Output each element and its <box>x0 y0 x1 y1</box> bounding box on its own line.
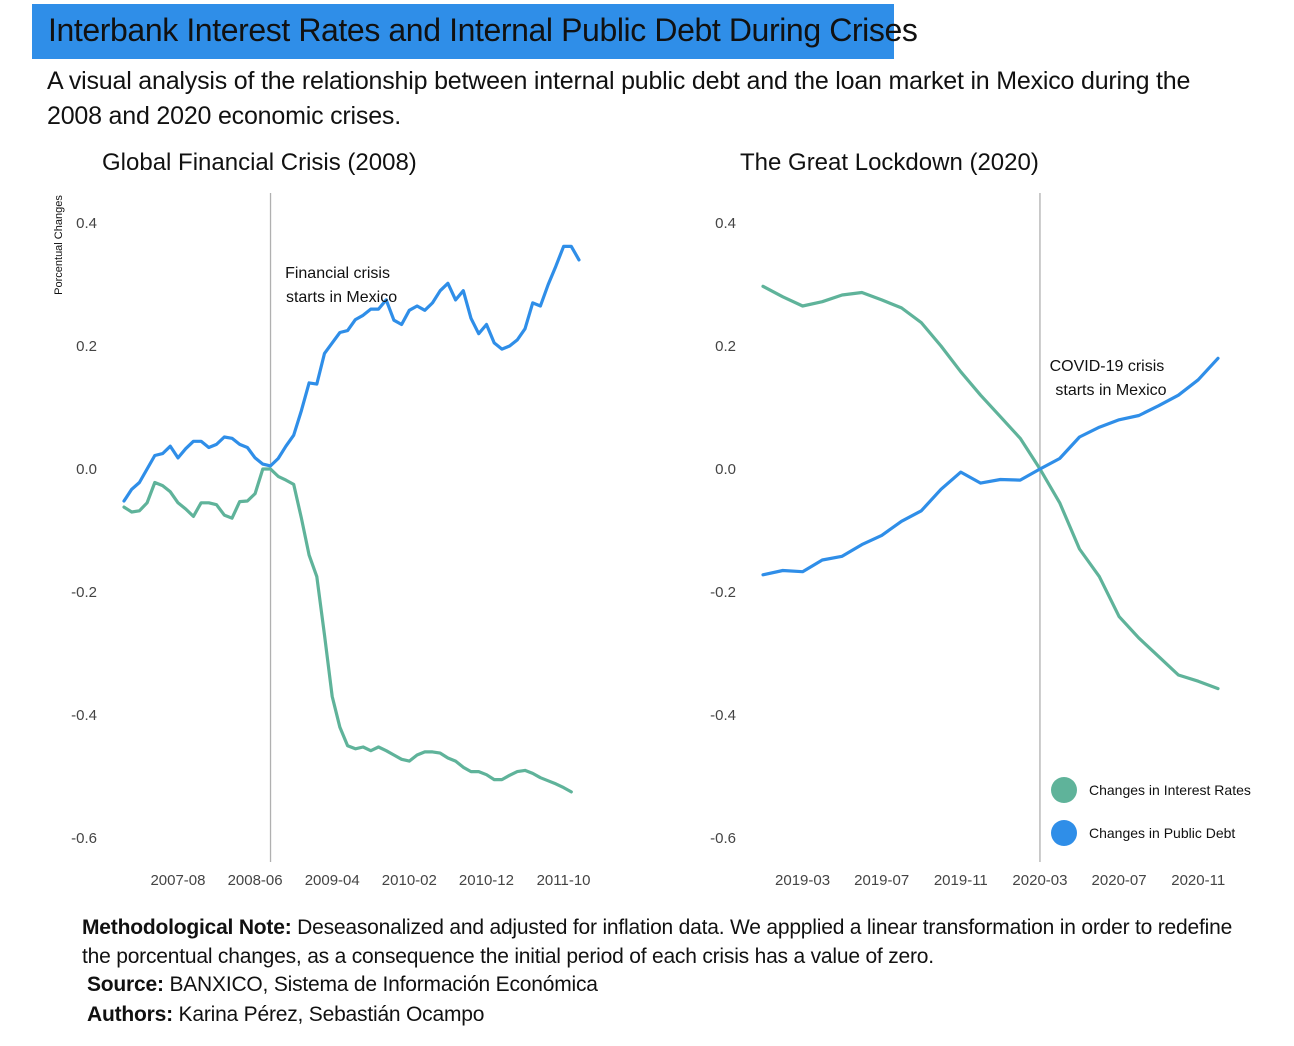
x-tick-label: 2020-03 <box>1012 872 1067 889</box>
legend-label-interest: Changes in Interest Rates <box>1089 782 1251 798</box>
page-title: Interbank Interest Rates and Internal Pu… <box>48 12 918 48</box>
x-tick-label: 2019-07 <box>854 872 909 889</box>
y-tick-label: -0.4 <box>710 707 736 724</box>
event-annotation-line2: starts in Mexico <box>1055 382 1166 399</box>
chart-title: Global Financial Crisis (2008) <box>102 149 417 176</box>
methodological-note: Methodological Note: Deseasonalized and … <box>82 913 1262 971</box>
event-annotation-line1: Financial crisis <box>285 265 390 282</box>
x-tick-label: 2010-02 <box>382 872 437 889</box>
charts-canvas: Global Financial Crisis (2008) Porcentual… <box>53 149 1251 889</box>
event-annotation-line2: starts in Mexico <box>286 289 397 306</box>
y-tick-label: -0.4 <box>71 707 97 724</box>
source-label: Source: <box>87 973 164 996</box>
event-annotation-line1: COVID-19 crisis <box>1050 358 1165 375</box>
series-line-interest <box>122 467 573 794</box>
source-text: BANXICO, Sistema de Información Económic… <box>169 973 598 996</box>
x-tick-label: 2019-03 <box>775 872 830 889</box>
series-line-interest <box>761 284 1220 691</box>
x-tick-label: 2007-08 <box>150 872 205 889</box>
y-tick-label: -0.6 <box>710 830 736 847</box>
title-banner <box>32 4 894 59</box>
y-axis-label: Porcentual Changes <box>53 195 65 295</box>
legend-label-debt: Changes in Public Debt <box>1089 825 1235 841</box>
x-tick-label: 2010-12 <box>459 872 514 889</box>
legend-marker-interest <box>1051 777 1077 803</box>
authors-label: Authors: <box>87 1003 173 1026</box>
page-subtitle: A visual analysis of the relationship be… <box>47 67 1191 130</box>
series-line-debt <box>761 356 1220 577</box>
y-tick-label: 0.2 <box>76 338 97 355</box>
authors-line: Authors: Karina Pérez, Sebastián Ocampo <box>87 1003 484 1027</box>
x-tick-label: 2009-04 <box>305 872 360 889</box>
y-tick-label: -0.2 <box>71 584 97 601</box>
source-line: Source: BANXICO, Sistema de Información … <box>87 973 598 997</box>
x-tick-label: 2008-06 <box>228 872 283 889</box>
y-tick-label: 0.4 <box>715 215 736 232</box>
x-tick-label: 2020-07 <box>1092 872 1147 889</box>
chart-great-lockdown: The Great Lockdown (2020) 0.4 0.2 0.0 -0.2 -0… <box>710 149 1225 889</box>
chart-global-financial-crisis: Global Financial Crisis (2008) Porcentual… <box>53 149 591 889</box>
y-tick-label: -0.6 <box>71 830 97 847</box>
series-line-debt <box>122 244 581 503</box>
x-tick-label: 2011-10 <box>537 872 591 889</box>
chart-title: The Great Lockdown (2020) <box>740 149 1039 176</box>
legend-marker-debt <box>1051 820 1077 846</box>
y-tick-label: -0.2 <box>710 584 736 601</box>
x-tick-label: 2020-11 <box>1171 872 1225 889</box>
y-tick-label: 0.0 <box>76 461 97 478</box>
x-tick-label: 2019-11 <box>934 872 988 889</box>
y-tick-label: 0.0 <box>715 461 736 478</box>
note-label: Methodological Note: <box>82 916 292 939</box>
authors-text: Karina Pérez, Sebastián Ocampo <box>178 1003 485 1026</box>
note-text: Deseasonalized and adjusted for inflatio… <box>82 916 1233 968</box>
y-tick-label: 0.2 <box>715 338 736 355</box>
y-tick-label: 0.4 <box>76 215 97 232</box>
chart-legend: Changes in Interest Rates Changes in Publ… <box>1051 777 1251 846</box>
